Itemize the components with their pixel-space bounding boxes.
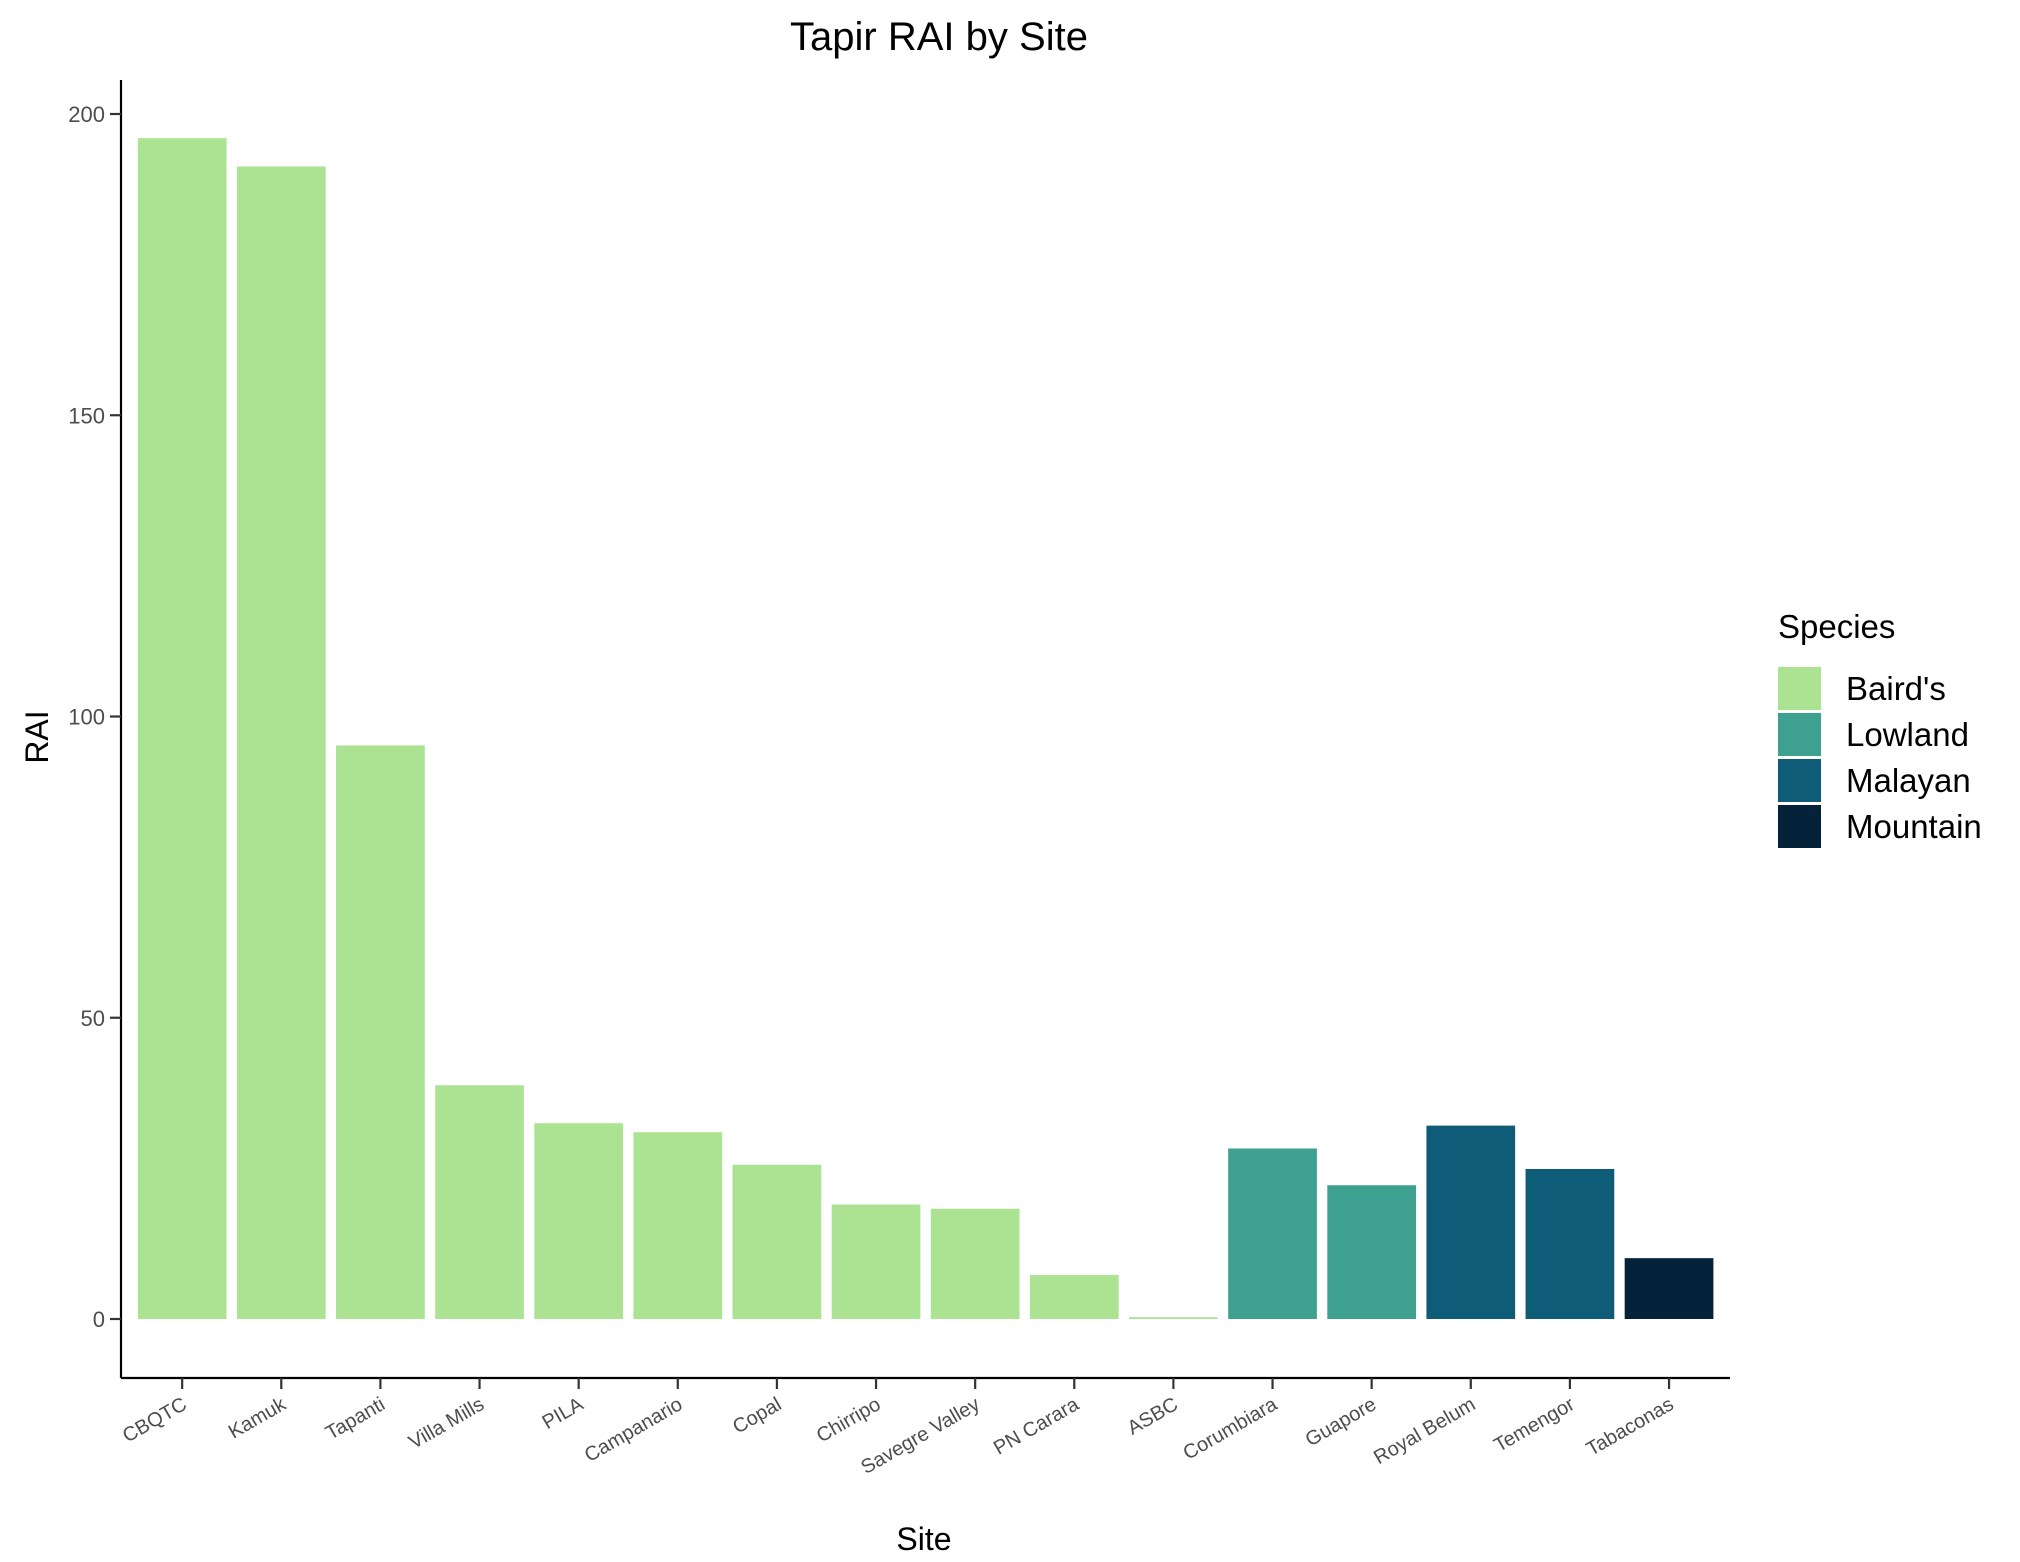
bar-copal [732, 1164, 822, 1319]
y-tick-label: 50 [81, 1006, 105, 1031]
bar-asbc [1129, 1317, 1218, 1319]
x-tick-label: Temengor [1490, 1393, 1578, 1457]
bar-pn-carara [1029, 1275, 1119, 1319]
chart-title: Tapir RAI by Site [790, 15, 1088, 59]
legend-swatch [1778, 667, 1821, 710]
x-tick-label: Guapore [1302, 1393, 1380, 1451]
bar-campanario [633, 1132, 723, 1319]
legend-label: Baird's [1846, 670, 1946, 707]
legend-swatch [1778, 713, 1821, 756]
legend-swatch [1778, 759, 1821, 802]
x-tick-label: Copal [729, 1393, 785, 1438]
legend-swatch [1778, 805, 1821, 848]
x-tick-label: Campanario [581, 1393, 686, 1467]
x-tick-label: Tapanti [322, 1393, 389, 1444]
bar-guapore [1327, 1185, 1417, 1319]
legend-title: Species [1778, 608, 1895, 645]
x-axis-title: Site [896, 1521, 951, 1557]
x-tick-label: Corumbiara [1180, 1393, 1282, 1465]
y-axis-title: RAI [19, 710, 55, 763]
y-axis: 0 50 100 150 200 [68, 80, 123, 1378]
bar-corumbiara [1228, 1148, 1317, 1319]
y-tick-label: 0 [93, 1307, 105, 1332]
x-tick-label: Tabaconas [1583, 1393, 1678, 1460]
legend-label: Malayan [1846, 762, 1971, 799]
legend: Species Baird's Lowland Malayan Mountain [1778, 608, 1982, 848]
bar-chirripo [831, 1204, 921, 1319]
x-tick-label: Villa Mills [405, 1393, 488, 1454]
bar-temengor [1525, 1168, 1615, 1319]
x-tick-label: Kamuk [225, 1393, 291, 1444]
bar-tapanti [336, 745, 425, 1319]
y-tick-label: 200 [68, 102, 105, 127]
x-axis: CBQTC Kamuk Tapanti Villa Mills PILACampanar… [119, 1376, 1730, 1479]
x-tick-label: Chirripo [813, 1393, 885, 1447]
bar-pila [534, 1123, 624, 1319]
x-tick-label: CBQTC [119, 1393, 191, 1447]
bar-kamuk [236, 166, 326, 1320]
legend-label: Lowland [1846, 716, 1969, 753]
bar-royal-belum [1426, 1125, 1516, 1319]
bar-villa-mills [435, 1085, 524, 1319]
x-tick-label: PN Carara [990, 1393, 1084, 1460]
bar-tabaconas [1624, 1258, 1714, 1319]
x-tick-label: Royal Belum [1370, 1393, 1479, 1469]
bar-savegre-valley [930, 1208, 1020, 1319]
x-tick-label: ASBC [1124, 1393, 1182, 1439]
bars-group [137, 138, 1714, 1320]
y-tick-label: 150 [68, 403, 105, 428]
x-tick-label: PILA [539, 1393, 588, 1434]
y-tick-label: 100 [68, 705, 105, 730]
legend-label: Mountain [1846, 808, 1982, 845]
bar-cbqtc [137, 138, 227, 1320]
